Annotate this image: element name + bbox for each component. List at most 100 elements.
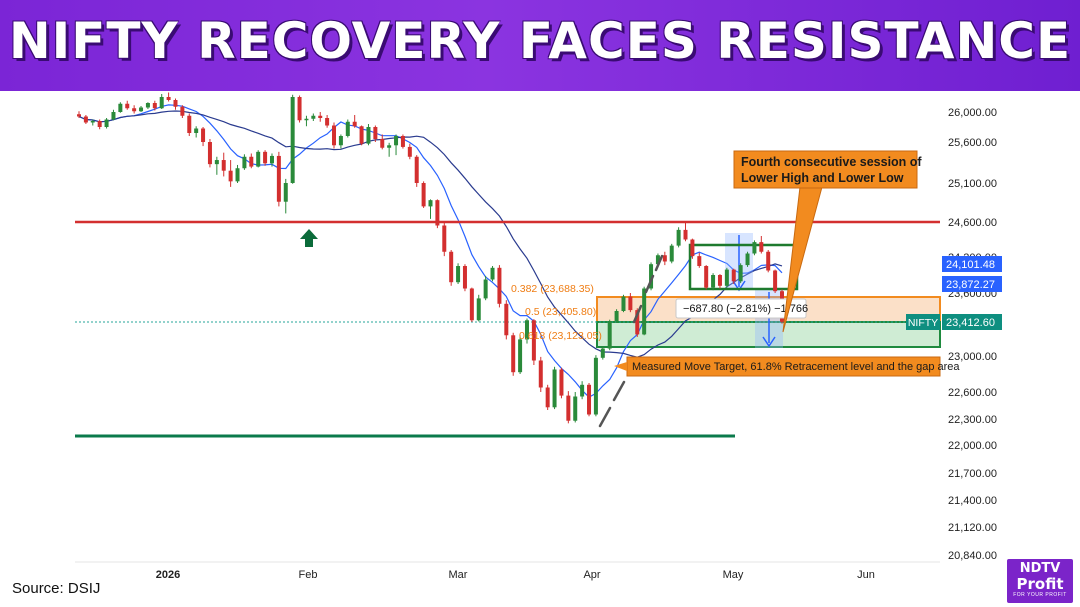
candle <box>511 332 516 376</box>
price-tag-text: 23,872.27 <box>946 279 995 291</box>
candle <box>559 367 564 399</box>
candle <box>332 122 337 149</box>
y-tick-label: 21,700.00 <box>948 468 997 480</box>
candle <box>214 156 219 175</box>
candle <box>304 115 309 127</box>
candle <box>194 126 199 138</box>
price-tag <box>942 314 1002 330</box>
candle <box>125 100 130 110</box>
candle <box>187 113 192 136</box>
callout-text-line2: Lower High and Lower Low <box>741 171 904 185</box>
candle <box>380 134 385 150</box>
candle <box>504 300 509 340</box>
price-tag <box>942 276 1002 292</box>
candle <box>373 125 378 142</box>
candle <box>145 102 150 109</box>
candle <box>207 139 212 168</box>
candle <box>524 318 529 344</box>
fib-label: 0.382 (23,688.35) <box>511 283 594 295</box>
candle <box>201 127 206 147</box>
callout-text-line1: Fourth consecutive session of <box>741 155 922 169</box>
candle <box>352 115 357 128</box>
price-tag <box>942 256 1002 272</box>
candle <box>111 109 116 121</box>
candle <box>683 222 688 242</box>
candle <box>139 106 144 112</box>
moving-average-slow <box>78 110 783 358</box>
candle <box>745 251 750 267</box>
candle <box>359 125 364 146</box>
candle <box>649 262 654 291</box>
candle <box>766 250 771 273</box>
y-tick-label: 25,600.00 <box>948 137 997 149</box>
symbol-tag <box>906 314 940 330</box>
measure-label: −687.80 (−2.81%) −1,766 <box>683 303 808 315</box>
candle <box>366 124 371 146</box>
candle <box>152 100 157 111</box>
y-tick-label: 24,600.00 <box>948 217 997 229</box>
candle <box>118 102 123 113</box>
candle <box>518 335 523 374</box>
candle <box>752 240 757 256</box>
candle <box>249 153 254 169</box>
callout-measured-move-text: Measured Move Target, 61.8% Retracement … <box>632 361 960 373</box>
callout-fourth-session: Fourth consecutive session of Lower High… <box>733 150 922 333</box>
candle <box>435 199 440 229</box>
banner-title: NIFTY RECOVERY FACES RESISTANCE <box>8 12 1072 70</box>
x-axis-ticks: 2026 Feb Mar Apr May Jun <box>156 569 875 581</box>
logo-line1: NDTV <box>1019 561 1061 576</box>
fib-label: 0.618 (23,123.05) <box>519 330 602 342</box>
candle <box>724 267 729 288</box>
fibonacci-labels: 0.382 (23,688.35) 0.5 (23,405.80) 0.618 (2… <box>511 283 602 342</box>
candle <box>83 115 88 124</box>
symbol-tag-text: NIFTY <box>908 317 938 329</box>
candle <box>587 383 592 417</box>
candle <box>662 251 667 266</box>
callout-measured-move: Measured Move Target, 61.8% Retracement … <box>614 356 960 377</box>
candle <box>566 391 571 424</box>
candle <box>490 266 495 282</box>
candle <box>325 115 330 128</box>
x-tick-label: Mar <box>449 569 468 581</box>
price-labels: 24,101.48 23,872.27 NIFTY 23,412.60 <box>906 256 1002 330</box>
candle <box>628 293 633 313</box>
candle <box>276 151 281 207</box>
candle <box>180 105 185 118</box>
candle <box>97 119 102 130</box>
logo-line3: FOR YOUR PROFIT <box>1013 592 1067 598</box>
candle <box>642 286 647 336</box>
candle <box>731 268 736 284</box>
candle <box>621 294 626 313</box>
candle <box>669 243 674 264</box>
ndtv-profit-logo: NDTV Profit FOR YOUR PROFIT <box>1007 559 1073 603</box>
candle <box>759 236 764 254</box>
y-tick-label: 26,000.00 <box>948 107 997 119</box>
candle <box>442 222 447 257</box>
candles-group <box>77 92 784 424</box>
title-banner: NIFTY RECOVERY FACES RESISTANCE <box>0 0 1080 91</box>
candle <box>400 134 405 149</box>
candle <box>711 273 716 291</box>
candle <box>462 264 467 292</box>
measure-label-box: −687.80 (−2.81%) −1,766 <box>675 298 808 319</box>
y-tick-label: 20,840.00 <box>948 550 997 562</box>
candle <box>283 178 288 214</box>
x-tick-label: 2026 <box>156 569 180 581</box>
candle <box>77 111 81 118</box>
candle <box>717 274 722 289</box>
candle <box>497 265 502 308</box>
candle <box>407 143 412 160</box>
y-tick-label: 21,120.00 <box>948 522 997 534</box>
candle <box>132 105 137 114</box>
candle <box>469 287 474 322</box>
y-tick-label: 22,000.00 <box>948 440 997 452</box>
candle <box>159 94 164 109</box>
logo-line2: Profit <box>1016 575 1064 593</box>
y-tick-label: 22,600.00 <box>948 387 997 399</box>
candle <box>483 275 488 301</box>
candle <box>345 119 350 138</box>
candle <box>676 227 681 248</box>
candle <box>697 252 702 268</box>
price-tag-text: 23,412.60 <box>946 317 995 329</box>
candle <box>580 381 585 400</box>
